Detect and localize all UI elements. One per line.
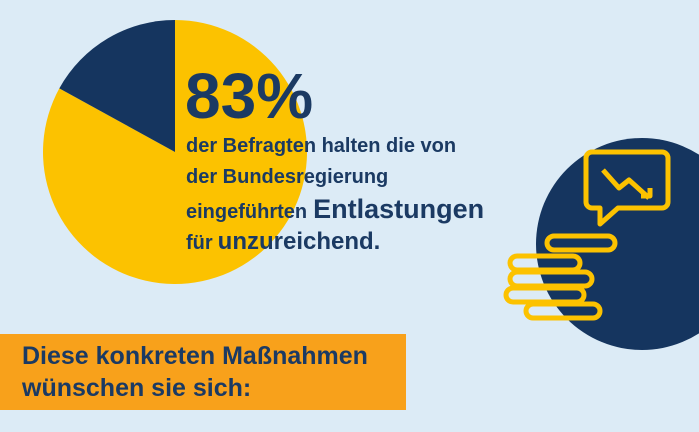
description-line: der Befragten halten die von <box>186 135 456 157</box>
headline-value: 83% <box>185 60 313 132</box>
description-emphasis: Entlastungen <box>313 194 484 224</box>
pie-chart <box>42 20 307 285</box>
description-line: der Bundesregierung <box>186 166 388 188</box>
description-line: eingeführten Entlastungen <box>186 194 484 224</box>
icon <box>503 149 671 321</box>
description-emphasis: unzureichend. <box>218 228 381 255</box>
description-segment: eingeführten <box>186 201 307 223</box>
banner-line: Diese konkreten Maßnahmen <box>22 342 368 370</box>
decor-circle <box>536 138 699 350</box>
banner-line: wünschen sie sich: <box>21 374 251 402</box>
pie-slice <box>59 20 176 152</box>
pie-slice <box>42 20 307 285</box>
description-segment: für <box>186 232 213 254</box>
banner <box>0 334 406 410</box>
description-line: für unzureichend. <box>186 228 380 255</box>
